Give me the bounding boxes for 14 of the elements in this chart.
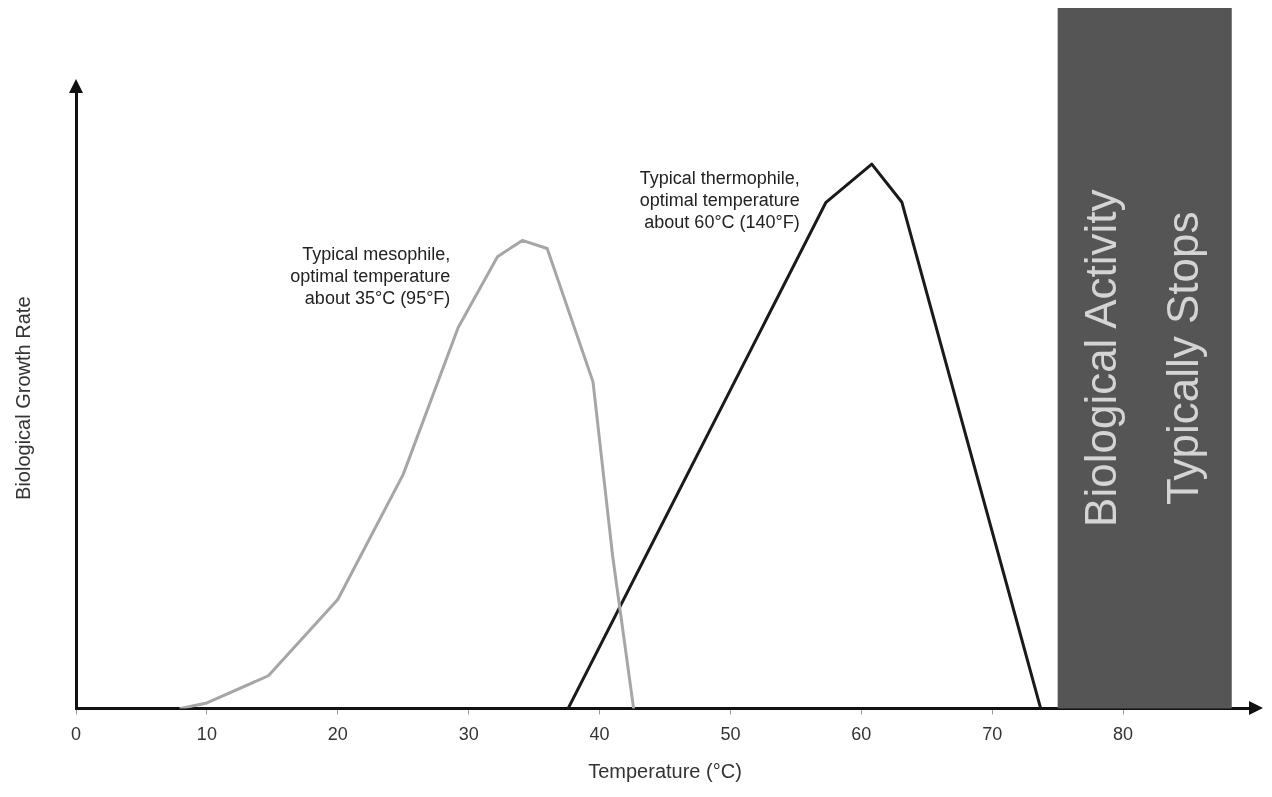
x-tick-label: 50 bbox=[720, 724, 741, 745]
x-tick-label: 10 bbox=[196, 724, 217, 745]
band-label: Biological Activity Typically Stops bbox=[1075, 189, 1207, 527]
y-axis-title: Biological Growth Rate bbox=[11, 296, 34, 500]
series-label: Typical thermophile, optimal temperature about 60°C (140°F) bbox=[639, 168, 800, 233]
x-axis-title: Temperature (°C) bbox=[588, 759, 742, 782]
x-tick-label: 30 bbox=[458, 724, 479, 745]
x-tick-label: 70 bbox=[982, 724, 1003, 745]
series-label: Typical mesophile, optimal temperature about 35°C (95°F) bbox=[290, 244, 451, 309]
x-tick-label: 20 bbox=[327, 724, 348, 745]
x-tick-label: 40 bbox=[589, 724, 610, 745]
x-tick-label: 60 bbox=[851, 724, 872, 745]
x-tick-label: 80 bbox=[1113, 724, 1134, 745]
x-tick-label: 0 bbox=[70, 724, 82, 745]
